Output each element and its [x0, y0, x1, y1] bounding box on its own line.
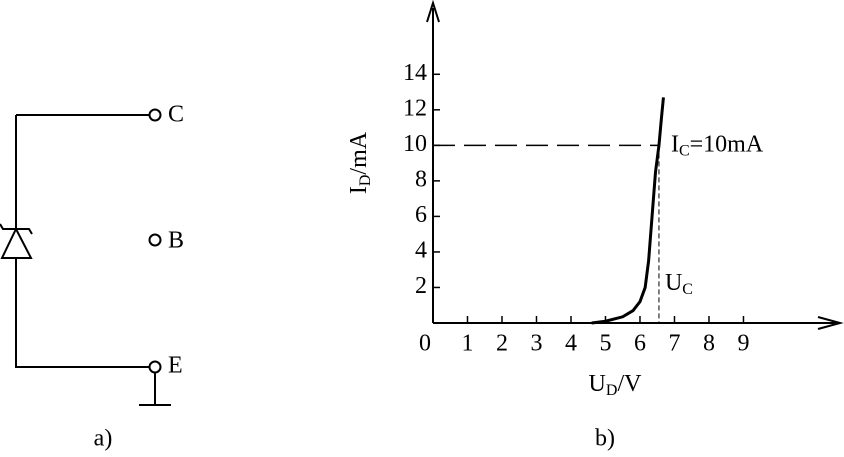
- x-axis-label-part: U: [589, 371, 606, 397]
- x-tick-label: 4: [565, 331, 577, 357]
- terminal-label: E: [168, 353, 183, 379]
- ic-annotation-part: I: [671, 131, 679, 157]
- terminal-label: C: [168, 102, 184, 128]
- y-tick-label: 8: [415, 166, 427, 192]
- x-tick-label: 3: [530, 331, 542, 357]
- caption: a): [94, 426, 113, 452]
- y-axis-label-part: D: [357, 175, 374, 187]
- terminal-label: B: [168, 228, 184, 254]
- zener-bar: [0, 223, 33, 235]
- y-axis-label: ID/mA: [346, 131, 374, 194]
- y-tick-label: 10: [403, 131, 427, 157]
- y-tick-label: 2: [415, 273, 427, 299]
- x-tick-label: 7: [668, 331, 680, 357]
- caption: b): [595, 426, 615, 452]
- curve: [591, 97, 665, 325]
- x-axis-label-part: D: [606, 382, 618, 399]
- circuit: C B E a): [0, 102, 184, 452]
- x-tick-label: 6: [634, 331, 646, 357]
- uc-annotation-part: C: [682, 281, 693, 298]
- y-tick-label: 14: [403, 60, 427, 86]
- ic-annotation-part: =10mA: [690, 131, 764, 157]
- ic-annotation: IC=10mA: [671, 131, 764, 159]
- terminal: [148, 233, 162, 247]
- ic-annotation-part: C: [679, 142, 690, 159]
- axes: [426, 0, 844, 330]
- uc-annotation-part: U: [665, 270, 682, 296]
- x-tick-label: 8: [703, 331, 715, 357]
- zener-diode: [0, 226, 33, 259]
- y-axis-label-part: I: [346, 186, 372, 194]
- x-tick-label: 1: [461, 331, 473, 357]
- x-tick-label: 5: [599, 331, 611, 357]
- y-tick-label: 12: [403, 95, 427, 121]
- y-tick-label: 4: [415, 237, 427, 263]
- y-tick-label: 6: [415, 202, 427, 228]
- wire: [15, 114, 149, 368]
- uc-annotation: UC: [665, 270, 693, 298]
- y-axis-label-part: /mA: [346, 131, 372, 174]
- x-tick-label: 9: [737, 331, 749, 357]
- x-tick-label: 0: [419, 331, 431, 357]
- ground: [139, 373, 171, 406]
- terminal: [148, 108, 162, 122]
- x-tick-label: 2: [496, 331, 508, 357]
- x-axis-label-part: /V: [617, 371, 642, 397]
- x-axis-label: UD/V: [589, 371, 643, 399]
- terminal: [148, 360, 162, 374]
